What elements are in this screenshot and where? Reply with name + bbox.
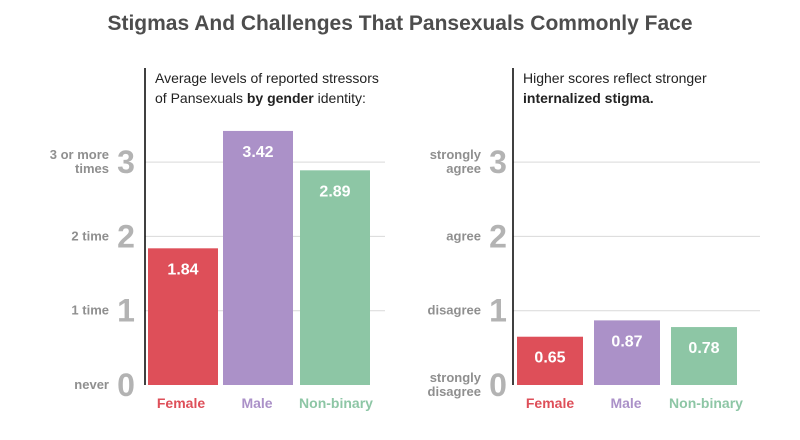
x-category-label: Female xyxy=(526,395,574,411)
x-category-label: Non-binary xyxy=(299,395,373,411)
y-tick-number: 3 xyxy=(117,144,135,180)
y-tick-label: times xyxy=(75,161,109,176)
y-tick-label: 1 time xyxy=(71,303,109,318)
y-tick-number: 2 xyxy=(489,218,507,254)
bar-value-label: 3.42 xyxy=(242,144,273,161)
y-tick-number: 0 xyxy=(117,367,135,403)
bar-value-label: 0.65 xyxy=(534,350,565,367)
chart-subtitle-part: internalized stigma. xyxy=(523,90,654,106)
y-tick-label: 3 or more xyxy=(50,147,109,162)
bar-female xyxy=(517,336,583,385)
x-category-label: Female xyxy=(157,395,205,411)
chart-subtitle-part: Average levels of reported stressors xyxy=(155,70,379,86)
y-tick-label: disagree xyxy=(428,384,481,399)
bar-male xyxy=(223,130,293,385)
y-tick-number: 0 xyxy=(489,367,507,403)
y-tick-number: 1 xyxy=(489,293,507,329)
y-tick-label: strongly xyxy=(430,370,482,385)
chart-subtitle-part: identity: xyxy=(314,90,366,106)
y-tick-label: strongly xyxy=(430,147,482,162)
y-tick-label: agree xyxy=(446,161,481,176)
bar-value-label: 1.84 xyxy=(167,261,198,278)
x-category-label: Male xyxy=(241,395,272,411)
x-category-label: Non-binary xyxy=(669,395,743,411)
bar-value-label: 2.89 xyxy=(319,183,350,200)
bar-female xyxy=(148,248,218,385)
x-category-label: Male xyxy=(610,395,641,411)
chart-subtitle-part: of Pansexuals xyxy=(155,90,247,106)
chart-panel-2: Higher scores reflect stronger internaliz… xyxy=(428,68,760,411)
y-tick-number: 1 xyxy=(117,293,135,329)
bar-non-binary xyxy=(300,170,370,385)
bar-non-binary xyxy=(671,327,737,385)
y-tick-number: 3 xyxy=(489,144,507,180)
bar-value-label: 0.78 xyxy=(688,340,719,357)
chart-subtitle: Higher scores reflect stronger internaliz… xyxy=(523,70,707,106)
bar-value-label: 0.87 xyxy=(611,333,642,350)
page-title: Stigmas And Challenges That Pansexuals C… xyxy=(107,12,693,35)
y-tick-label: agree xyxy=(446,228,481,243)
chart-panel-1: Average levels of reported stressors of P… xyxy=(50,68,385,411)
y-tick-label: disagree xyxy=(428,303,481,318)
chart-subtitle: Average levels of reported stressors of P… xyxy=(155,70,379,106)
y-tick-number: 2 xyxy=(117,218,135,254)
y-tick-label: 2 time xyxy=(71,228,109,243)
bar-male xyxy=(594,320,660,385)
y-tick-label: never xyxy=(74,377,109,392)
chart-subtitle-part: by gender xyxy=(247,90,314,106)
chart-subtitle-part: Higher scores reflect stronger xyxy=(523,70,707,86)
